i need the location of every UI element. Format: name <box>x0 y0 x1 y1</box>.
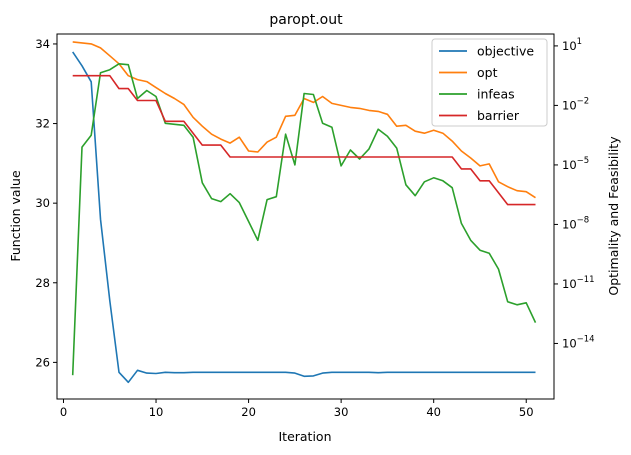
y-tick-label: 26 <box>35 355 50 369</box>
y-axis-right: 10−14 10−11 10−8 10−5 10−2 101 <box>554 37 595 350</box>
y2-tick-label: 10−2 <box>562 96 589 112</box>
x-tick-label: 30 <box>334 405 349 419</box>
legend: objective opt infeas barrier <box>431 38 548 127</box>
chart-title: paropt.out <box>269 12 343 28</box>
x-axis-label: Iteration <box>278 429 331 444</box>
y2-tick-label: 10−8 <box>562 215 589 231</box>
legend-label-barrier: barrier <box>477 108 520 123</box>
y-axis-label: Function value <box>8 170 23 262</box>
y-tick-label: 30 <box>35 196 50 210</box>
x-tick-label: 20 <box>241 405 256 419</box>
legend-label-infeas: infeas <box>477 87 515 102</box>
x-axis: 0 10 20 30 40 50 <box>60 399 534 419</box>
x-tick-label: 10 <box>149 405 164 419</box>
y2-axis-label: Optimality and Feasibility <box>606 136 621 296</box>
legend-label-objective: objective <box>477 44 534 59</box>
legend-label-opt: opt <box>477 65 498 80</box>
y2-tick-label: 101 <box>562 37 582 53</box>
y-tick-label: 28 <box>35 276 50 290</box>
y-axis-left: 26 28 30 32 34 <box>35 37 57 369</box>
series-line-objective <box>72 51 536 384</box>
y-tick-label: 34 <box>35 37 50 51</box>
y-tick-label: 32 <box>35 117 50 131</box>
y2-tick-label: 10−11 <box>562 275 595 291</box>
x-tick-label: 50 <box>519 405 534 419</box>
x-tick-label: 40 <box>426 405 441 419</box>
x-tick-label: 0 <box>60 405 67 419</box>
series-layer <box>71 41 537 384</box>
legend-box <box>431 38 548 127</box>
series-line-barrier <box>72 74 536 206</box>
y2-tick-label: 10−14 <box>562 334 595 350</box>
y2-tick-label: 10−5 <box>562 156 589 172</box>
series-line-infeas <box>71 62 537 376</box>
plot-frame <box>56 33 555 400</box>
